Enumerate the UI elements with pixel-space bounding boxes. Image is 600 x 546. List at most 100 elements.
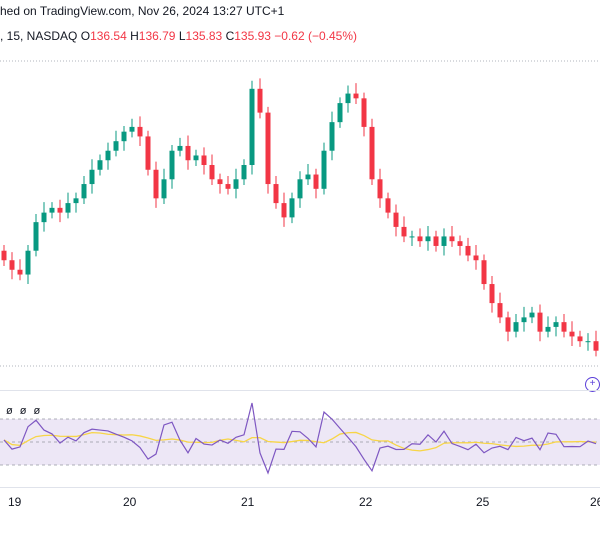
candle-body [297, 179, 303, 199]
candle-body [417, 236, 423, 242]
candle-body [33, 222, 39, 251]
candle-body [313, 174, 319, 189]
candle-body [105, 150, 111, 161]
candle-body [361, 98, 367, 127]
time-label-21: 21 [241, 495, 255, 509]
candle-body [393, 212, 399, 227]
candle-body [145, 136, 151, 170]
candle-body [161, 179, 167, 199]
price-chart[interactable] [0, 60, 600, 370]
candle-body [281, 203, 287, 218]
rsi-indicator-label: ø ø ø [6, 405, 43, 417]
candle-body [201, 155, 207, 165]
candle-body [585, 341, 591, 343]
high-label: H [130, 29, 139, 43]
symbol-interval[interactable]: , 15, NASDAQ [0, 29, 78, 43]
candle-body [593, 341, 599, 351]
candle-body [489, 284, 495, 304]
candle-body [449, 236, 455, 242]
candle-body [49, 207, 55, 213]
candle-body [377, 179, 383, 199]
candle-body [345, 93, 351, 104]
rsi-line [3, 402, 597, 475]
candle-body [241, 165, 247, 180]
candle-body [521, 317, 527, 323]
time-label-20: 20 [123, 495, 137, 509]
candle-body [121, 131, 127, 142]
candle-body [505, 317, 511, 332]
candle-body [57, 207, 63, 213]
candle-body [249, 88, 255, 165]
publish-info: hed on TradingView.com, Nov 26, 2024 13:… [0, 4, 285, 18]
candle-body [305, 174, 311, 180]
candle-body [169, 150, 175, 180]
candle-body [1, 250, 7, 261]
candle-body [569, 331, 575, 337]
pane-divider[interactable] [0, 390, 600, 391]
candle-body [265, 112, 271, 185]
candle-body [441, 236, 447, 246]
candle-body [537, 312, 543, 332]
ohlc-legend: , 15, NASDAQ O136.54 H136.79 L135.83 C13… [0, 29, 357, 43]
candle-body [385, 198, 391, 213]
candle-body [273, 184, 279, 204]
close-label: C [225, 29, 235, 43]
candle-body [209, 165, 215, 180]
candle-body [17, 269, 23, 275]
candle-body [553, 322, 559, 327]
candle-body [353, 93, 359, 99]
candle-body [233, 179, 239, 189]
candle-body [73, 198, 79, 204]
candle-body [257, 88, 263, 113]
candle-body [337, 103, 343, 123]
candle-body [129, 126, 135, 132]
candle-body [577, 336, 583, 342]
time-label-22: 22 [359, 495, 373, 509]
candle-body [153, 169, 159, 199]
candle-body [529, 312, 535, 318]
candle-body [65, 203, 71, 213]
open-value: 136.54 [90, 29, 127, 43]
candle-body [513, 322, 519, 332]
candle-body [193, 155, 199, 161]
rsi-pane[interactable] [0, 395, 600, 475]
candle-body [545, 326, 551, 332]
time-label-19: 19 [8, 495, 22, 509]
candle-body [409, 236, 415, 238]
candle-body [329, 122, 335, 151]
candle-body [473, 255, 479, 261]
candle-body [137, 126, 143, 137]
time-axis[interactable]: 19 20 21 22 25 26 [0, 495, 600, 517]
candle-body [89, 169, 95, 185]
candle-body [481, 260, 487, 285]
time-axis-divider [0, 487, 600, 488]
candle-body [41, 212, 47, 223]
time-label-25: 25 [476, 495, 490, 509]
candle-body [81, 184, 87, 199]
low-label: L [178, 29, 186, 43]
high-value: 136.79 [138, 29, 176, 43]
candle-body [97, 160, 103, 170]
change-value: −0.62 (−0.45%) [274, 29, 358, 43]
candle-body [9, 260, 15, 270]
time-label-26: 26 [590, 495, 600, 509]
low-value: 135.83 [185, 29, 223, 43]
candle-body [457, 241, 463, 246]
candle-body [289, 198, 295, 218]
candle-body [433, 236, 439, 246]
candle-body [113, 141, 119, 151]
candle-body [401, 226, 407, 237]
open-label: O [80, 29, 91, 43]
candle-body [321, 150, 327, 189]
candle-body [225, 184, 231, 189]
candle-body [425, 236, 431, 242]
candle-body [497, 303, 503, 318]
candle-body [465, 245, 471, 256]
candle-body [177, 145, 183, 151]
candle-body [25, 250, 31, 275]
candle-body [369, 126, 375, 180]
candle-body [561, 322, 567, 332]
candle-body [185, 145, 191, 161]
rsi-ma-line [3, 431, 597, 452]
